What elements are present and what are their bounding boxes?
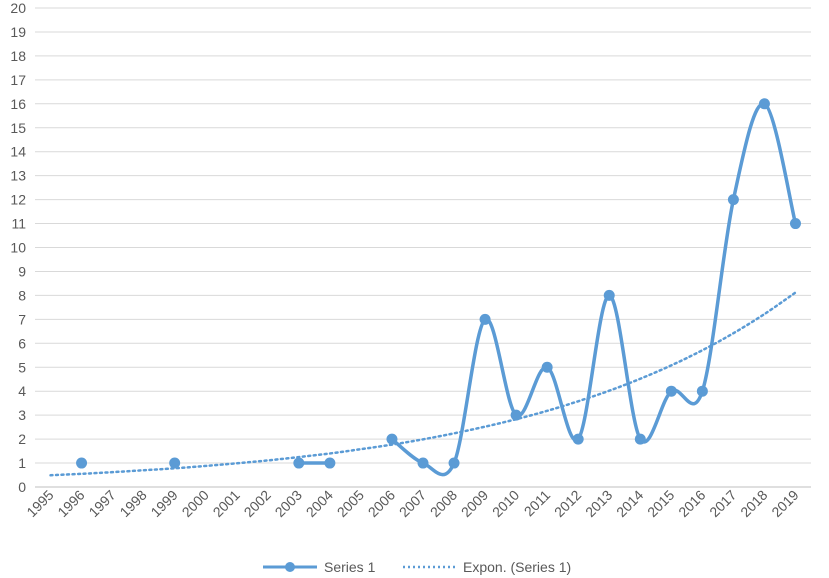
- x-tick-label: 2015: [644, 487, 677, 520]
- x-tick-label: 2005: [334, 487, 367, 520]
- legend-series-1-marker: [285, 562, 295, 572]
- series-1: [76, 98, 801, 477]
- legend: Series 1 Expon. (Series 1): [263, 559, 571, 575]
- x-tick-label: 2008: [427, 487, 460, 520]
- y-tick-label: 17: [10, 72, 26, 88]
- data-point: [541, 361, 553, 373]
- data-point: [324, 457, 336, 469]
- gridlines: [35, 7, 811, 488]
- legend-series-1-label: Series 1: [324, 559, 376, 575]
- data-point: [696, 385, 708, 397]
- y-tick-label: 3: [18, 407, 26, 423]
- data-point: [665, 385, 677, 397]
- data-point: [293, 457, 305, 469]
- trendline: [49, 291, 797, 477]
- y-tick-label: 5: [18, 359, 26, 375]
- data-point: [448, 457, 460, 469]
- x-tick-label: 2010: [489, 487, 522, 520]
- x-tick-label: 2014: [613, 487, 646, 520]
- y-tick-label: 20: [10, 0, 26, 16]
- data-point: [76, 457, 88, 469]
- x-tick-label: 2003: [272, 487, 305, 520]
- trendline-path: [49, 291, 797, 477]
- x-tick-label: 1995: [23, 487, 56, 520]
- data-point: [169, 457, 181, 469]
- data-point: [572, 433, 584, 445]
- y-tick-label: 14: [10, 144, 26, 160]
- data-point: [634, 433, 646, 445]
- x-tick-label: 2002: [241, 487, 274, 520]
- x-tick-label: 2017: [706, 487, 739, 520]
- data-point: [727, 194, 739, 206]
- x-tick-label: 2000: [178, 487, 211, 520]
- y-tick-label: 7: [18, 311, 26, 327]
- x-tick-label: 2013: [582, 487, 615, 520]
- y-tick-label: 11: [11, 216, 26, 232]
- x-tick-label: 1996: [54, 487, 87, 520]
- y-tick-label: 8: [18, 287, 26, 303]
- y-tick-label: 6: [18, 335, 26, 351]
- x-tick-label: 2007: [396, 487, 429, 520]
- x-tick-label: 2011: [521, 487, 554, 520]
- y-tick-label: 4: [18, 383, 26, 399]
- x-tick-label: 2009: [458, 487, 491, 520]
- y-tick-label: 13: [10, 168, 26, 184]
- x-tick-label: 2019: [768, 487, 801, 520]
- y-tick-label: 2: [18, 431, 26, 447]
- x-tick-label: 2001: [210, 487, 243, 520]
- x-tick-label: 2018: [737, 487, 770, 520]
- y-tick-label: 10: [10, 240, 26, 256]
- y-tick-label: 1: [18, 455, 26, 471]
- data-point: [758, 98, 770, 110]
- x-tick-label: 2016: [675, 487, 708, 520]
- y-tick-label: 0: [18, 479, 26, 495]
- y-tick-label: 16: [10, 96, 26, 112]
- x-tick-label: 1999: [147, 487, 180, 520]
- data-point: [479, 313, 491, 325]
- y-tick-label: 15: [10, 120, 26, 136]
- data-point: [510, 409, 522, 421]
- y-tick-label: 19: [10, 24, 26, 40]
- data-point: [603, 289, 615, 301]
- data-point: [386, 433, 398, 445]
- x-tick-label: 2006: [365, 487, 398, 520]
- y-tick-label: 9: [18, 263, 26, 279]
- x-tick-label: 2012: [551, 487, 584, 520]
- series-1-line: [390, 102, 798, 477]
- legend-trendline-label: Expon. (Series 1): [463, 559, 571, 575]
- x-tick-label: 1997: [85, 487, 118, 520]
- x-axis-tick-labels: 1995199619971998199920002001200220032004…: [23, 487, 801, 520]
- data-point: [417, 457, 429, 469]
- x-tick-label: 1998: [116, 487, 149, 520]
- y-tick-label: 12: [10, 192, 26, 208]
- x-tick-label: 2004: [303, 487, 336, 520]
- data-point: [789, 218, 801, 230]
- y-tick-label: 18: [10, 48, 26, 64]
